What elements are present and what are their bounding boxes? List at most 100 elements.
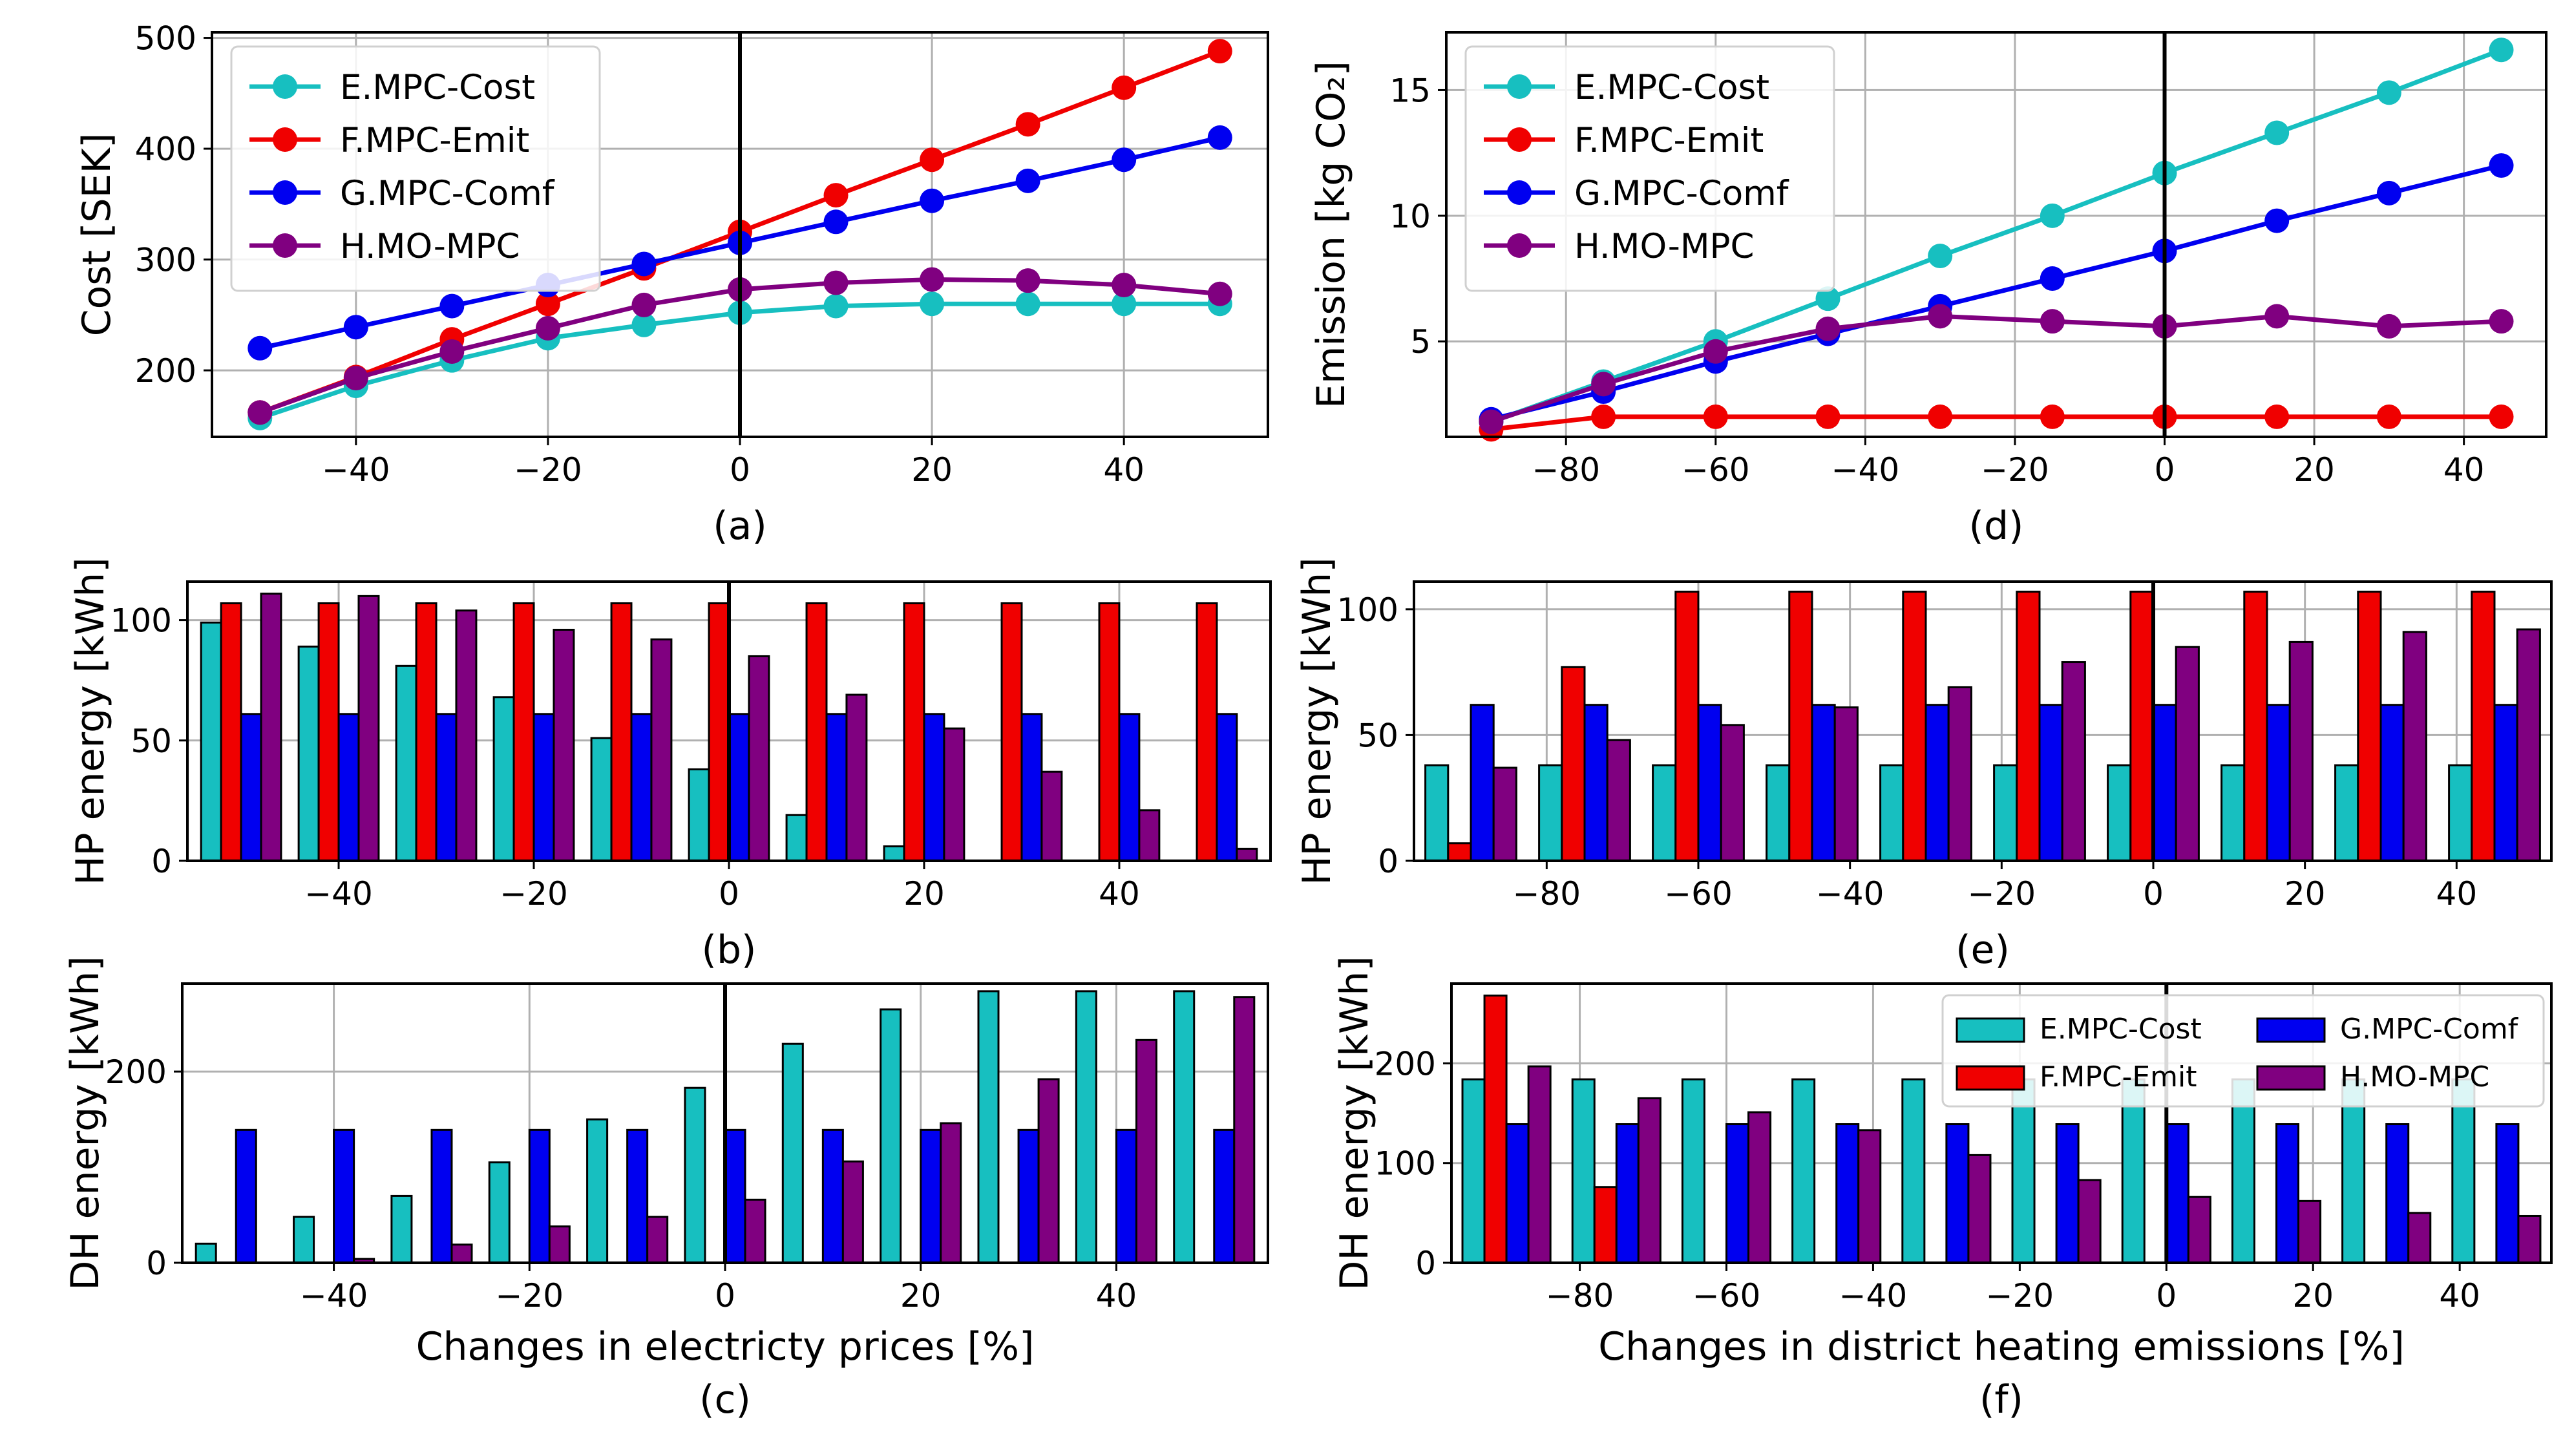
series-line	[1490, 163, 2502, 422]
legend-item[interactable]: E.MPC-Cost	[1956, 1013, 2202, 1046]
panel-label: (c)	[699, 1377, 751, 1422]
bar	[940, 1122, 962, 1264]
bar	[1505, 1123, 1530, 1264]
bar	[1561, 666, 1586, 862]
legend-item[interactable]: F.MPC-Emit	[1956, 1060, 2197, 1093]
bar	[1747, 1111, 1772, 1264]
data-point	[2264, 208, 2290, 233]
bar	[1811, 704, 1836, 862]
bar	[590, 737, 613, 862]
legend-bar-swatch	[2256, 1065, 2326, 1091]
data-point	[1112, 147, 1137, 173]
bar	[533, 713, 555, 862]
y-tick-label: 300	[135, 242, 196, 279]
data-point	[2040, 203, 2065, 228]
data-point	[920, 188, 945, 213]
legend-item[interactable]: G.MPC-Comf	[249, 174, 555, 213]
y-axis-label: DH energy [kWh]	[63, 956, 108, 1290]
bar	[2016, 591, 2041, 862]
bar	[688, 768, 710, 862]
bar	[512, 602, 535, 862]
bar	[1615, 1123, 1640, 1264]
data-point	[1015, 112, 1040, 137]
bar	[1020, 713, 1043, 862]
legend-item[interactable]: H.MO-MPC	[1484, 227, 1755, 266]
bar	[2407, 1212, 2432, 1264]
bar	[395, 664, 417, 862]
legend-item[interactable]: H.MO-MPC	[2256, 1060, 2489, 1093]
bar	[943, 727, 965, 862]
bar	[1135, 1039, 1157, 1264]
data-point	[1015, 268, 1040, 293]
data-point	[1703, 404, 1728, 429]
data-point	[1815, 404, 1841, 429]
bar	[1037, 1078, 1060, 1264]
bar	[684, 1086, 706, 1264]
bar	[1216, 713, 1238, 862]
plot-frame	[1450, 982, 2553, 1264]
bar	[2495, 1123, 2520, 1264]
bar	[1173, 990, 1196, 1264]
bar	[923, 713, 945, 862]
y-tick-label: 200	[135, 352, 196, 390]
bar	[1947, 686, 1972, 862]
legend-marker-swatch	[273, 127, 297, 152]
bar	[1017, 1128, 1040, 1264]
x-tick-label: −80	[1513, 875, 1581, 913]
x-tick-label: 20	[911, 451, 953, 489]
bar	[2516, 628, 2541, 862]
y-tick-label: 15	[1389, 72, 1431, 109]
legend-item[interactable]: E.MPC-Cost	[1484, 68, 1769, 107]
bar	[883, 845, 905, 862]
y-tick-label: 100	[111, 602, 172, 640]
bar	[1967, 1154, 1992, 1264]
data-point	[920, 267, 945, 292]
data-point	[631, 312, 657, 337]
bar	[415, 602, 438, 862]
y-axis-label: HP energy [kWh]	[68, 557, 113, 885]
legend-bar-swatch	[2256, 1017, 2326, 1043]
legend-item[interactable]: F.MPC-Emit	[249, 121, 529, 160]
bar	[2129, 591, 2155, 862]
legend-item[interactable]: E.MPC-Cost	[249, 68, 535, 107]
bar	[2175, 646, 2200, 862]
bar	[1236, 847, 1258, 862]
legend-item[interactable]: G.MPC-Comf	[1484, 174, 1789, 213]
bar	[1075, 990, 1097, 1264]
legend-item[interactable]: H.MO-MPC	[249, 227, 520, 266]
bar	[744, 1198, 766, 1264]
bar	[1483, 995, 1508, 1264]
legend-label: E.MPC-Cost	[2040, 1013, 2202, 1046]
bar	[1606, 739, 1631, 862]
bar	[748, 655, 770, 862]
bar	[821, 1128, 844, 1264]
plot-frame	[1445, 31, 2547, 438]
bar	[708, 602, 730, 862]
series-line	[1491, 414, 2502, 432]
bar	[2011, 1078, 2036, 1264]
legend-item[interactable]: F.MPC-Emit	[1484, 121, 1764, 160]
bar	[2341, 1078, 2366, 1264]
data-point	[2489, 309, 2514, 334]
bar	[728, 713, 750, 862]
data-point	[1112, 273, 1137, 298]
x-tick-label: −20	[1981, 451, 2049, 489]
bar	[1138, 809, 1161, 862]
x-tick-label: 20	[2284, 875, 2326, 913]
x-tick-label: 0	[715, 1277, 735, 1314]
bar	[488, 1161, 511, 1264]
x-tick-label: −20	[496, 1277, 564, 1314]
data-point	[1015, 168, 1040, 193]
bar	[2448, 764, 2473, 862]
bar	[1879, 764, 1904, 862]
data-point	[1928, 244, 1953, 269]
data-point	[2264, 120, 2290, 145]
data-point	[343, 366, 368, 391]
legend-item[interactable]: G.MPC-Comf	[2256, 1013, 2519, 1046]
x-tick-label: 20	[2292, 1277, 2334, 1314]
bar	[1424, 764, 1450, 862]
data-point	[2489, 153, 2514, 178]
bar	[1788, 591, 1813, 862]
x-tick-label: 40	[2443, 451, 2485, 489]
